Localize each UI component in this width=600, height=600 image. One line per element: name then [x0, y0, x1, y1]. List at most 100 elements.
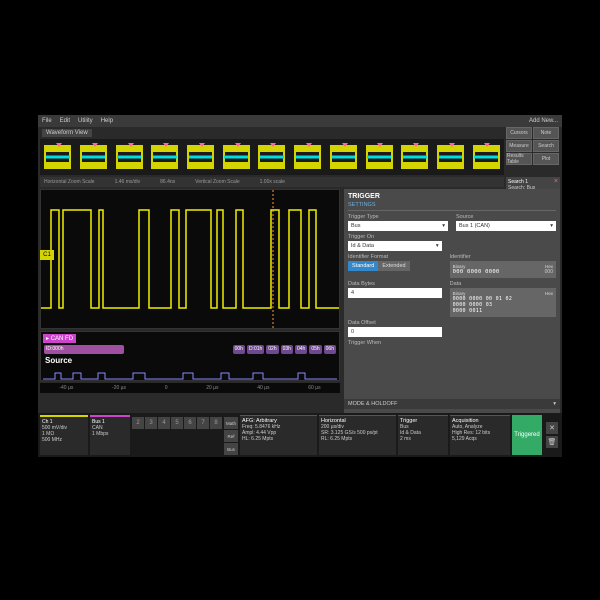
- trigger-tile[interactable]: Trigger BusId & Data2 ms: [398, 415, 448, 455]
- decode-cell: 06h: [324, 345, 336, 354]
- waveform-trace: [41, 190, 339, 328]
- trigger-title: TRIGGER: [348, 193, 556, 200]
- clear-icon[interactable]: ✕: [546, 422, 558, 434]
- identifier-value[interactable]: BinaryHex 000 0000 0000000: [450, 261, 556, 278]
- time-tick: -20 µs: [112, 385, 126, 391]
- vzoom-value[interactable]: 1.00x scale: [260, 179, 285, 185]
- add-bus-button[interactable]: Bus: [224, 443, 238, 455]
- idformat-segmented[interactable]: Standard Extended: [348, 261, 442, 271]
- afg-tile[interactable]: AFG: Arbitrary Freq: 5.8476 kHzAmpl: 4.4…: [240, 415, 317, 455]
- overview-burst: [41, 143, 75, 171]
- oscilloscope-app: File Edit Utility Help Add New... Cursor…: [38, 115, 562, 457]
- vzoom-label: Vertical Zoom Scale: [195, 179, 239, 185]
- overview-strip[interactable]: [40, 139, 504, 175]
- digital-trace: [43, 368, 337, 378]
- identifier-label: Identifier: [450, 254, 556, 260]
- hzoom-value[interactable]: 1.46 ms/div: [115, 179, 141, 185]
- idformat-standard[interactable]: Standard: [348, 261, 378, 271]
- overview-burst: [362, 143, 396, 171]
- dataoffset-input[interactable]: 0: [348, 327, 442, 337]
- time-axis: -40 µs-20 µs020 µs40 µs60 µs: [40, 383, 340, 393]
- horizontal-tile[interactable]: Horizontal 200 µs/divSR: 3.125 GS/s 500 …: [319, 415, 396, 455]
- channel-5-button[interactable]: 5: [171, 417, 183, 429]
- trigger-source-select[interactable]: Bus 1 (CAN) ▾: [456, 221, 556, 231]
- overview-burst: [112, 143, 146, 171]
- menubar: File Edit Utility Help Add New...: [38, 115, 562, 127]
- tool-measure[interactable]: Measure: [506, 140, 532, 152]
- ch1-tile[interactable]: Ch 1 500 mV/div1 MΩ500 MHz: [40, 415, 88, 455]
- overview-burst: [148, 143, 182, 171]
- trigger-on-select[interactable]: Id & Data ▾: [348, 241, 442, 251]
- dataoffset-label: Data Offset: [348, 320, 442, 326]
- mode-holdoff-bar[interactable]: MODE & HOLDOFF▾: [344, 399, 560, 409]
- channel-6-button[interactable]: 6: [184, 417, 196, 429]
- decode-cell: 05h: [309, 345, 321, 354]
- triggered-button[interactable]: Triggered: [512, 415, 542, 455]
- trigger-on-label: Trigger On: [348, 234, 442, 240]
- trigger-when-label: Trigger When: [348, 340, 381, 346]
- data-value[interactable]: BinaryHex 0000 0000 00 01 02 0000 0000 0…: [450, 288, 556, 317]
- bus-decode-panel[interactable]: ▸ CAN FD ID:000h00hD:01h02h03h04h05h06h …: [40, 331, 340, 381]
- channel-buttons: 2345678: [132, 415, 222, 455]
- overview-burst: [398, 143, 432, 171]
- zoom-controls: Horizontal Zoom Scale 1.46 ms/div 86.4ns…: [40, 177, 504, 187]
- main-waveform-plot[interactable]: C1: [40, 189, 340, 329]
- tool-plot[interactable]: Plot: [533, 153, 559, 165]
- channel-8-button[interactable]: 8: [210, 417, 222, 429]
- trigger-source-label: Source: [456, 214, 556, 220]
- databytes-input[interactable]: 4: [348, 288, 442, 298]
- decode-cell: 04h: [295, 345, 307, 354]
- channel-3-button[interactable]: 3: [145, 417, 157, 429]
- overview-burst: [291, 143, 325, 171]
- databytes-label: Data Bytes: [348, 281, 442, 287]
- bottom-status-bar: Ch 1 500 mV/div1 MΩ500 MHz Bus 1 CAN1 Mb…: [38, 413, 562, 457]
- channel-badge[interactable]: C1: [40, 250, 54, 260]
- decode-cell: D:01h: [247, 345, 264, 354]
- waveform-view-label: Waveform View: [42, 129, 92, 137]
- hzoom-pos[interactable]: 86.4ns: [160, 179, 175, 185]
- channel-4-button[interactable]: 4: [158, 417, 170, 429]
- decode-cell: 02h: [266, 345, 278, 354]
- time-tick: 40 µs: [257, 385, 269, 391]
- time-tick: 20 µs: [206, 385, 218, 391]
- add-math-button[interactable]: Math: [224, 417, 238, 429]
- decode-cell: 03h: [281, 345, 293, 354]
- tool-cursors[interactable]: Cursors: [506, 127, 532, 139]
- menu-help[interactable]: Help: [101, 118, 113, 124]
- decode-id: ID:000h: [44, 345, 124, 354]
- source-label: Source: [45, 356, 72, 365]
- decode-row: ID:000h 00hD:01h02h03h04h05h06h: [43, 344, 337, 354]
- overview-burst: [77, 143, 111, 171]
- decode-cell: 00h: [233, 345, 245, 354]
- time-tick: 60 µs: [308, 385, 320, 391]
- trigger-type-select[interactable]: Bus ▾: [348, 221, 448, 231]
- add-new-label[interactable]: Add New...: [529, 118, 558, 124]
- time-tick: -40 µs: [59, 385, 73, 391]
- tool-note[interactable]: Note: [533, 127, 559, 139]
- menu-utility[interactable]: Utility: [78, 118, 93, 124]
- hzoom-label: Horizontal Zoom Scale: [44, 179, 95, 185]
- close-icon[interactable]: ×: [554, 178, 558, 185]
- overview-burst: [469, 143, 503, 171]
- acquisition-tile[interactable]: Acquisition Auto, AnalyzeHigh Res: 12 bi…: [450, 415, 510, 455]
- idformat-label: Identifier Format: [348, 254, 442, 260]
- trigger-settings-tab[interactable]: SETTINGS: [348, 202, 556, 211]
- tool-results-table[interactable]: Results Table: [506, 153, 532, 165]
- channel-7-button[interactable]: 7: [197, 417, 209, 429]
- add-ref-button[interactable]: Ref: [224, 430, 238, 442]
- side-toolbar: CursorsNoteMeasureSearchResults TablePlo…: [506, 127, 560, 165]
- trigger-panel: TRIGGER SETTINGS Trigger TypeBus ▾ Sourc…: [344, 189, 560, 413]
- add-buttons: MathRefBus: [224, 415, 238, 455]
- menu-file[interactable]: File: [42, 118, 52, 124]
- overview-burst: [434, 143, 468, 171]
- overview-burst: [255, 143, 289, 171]
- trash-icon[interactable]: 🗑: [546, 436, 558, 448]
- bus1-tile[interactable]: Bus 1 CAN1 Mbps: [90, 415, 130, 455]
- menu-edit[interactable]: Edit: [60, 118, 70, 124]
- overview-burst: [184, 143, 218, 171]
- idformat-extended[interactable]: Extended: [378, 261, 409, 271]
- channel-2-button[interactable]: 2: [132, 417, 144, 429]
- overview-burst: [219, 143, 253, 171]
- trigger-type-label: Trigger Type: [348, 214, 448, 220]
- tool-search[interactable]: Search: [533, 140, 559, 152]
